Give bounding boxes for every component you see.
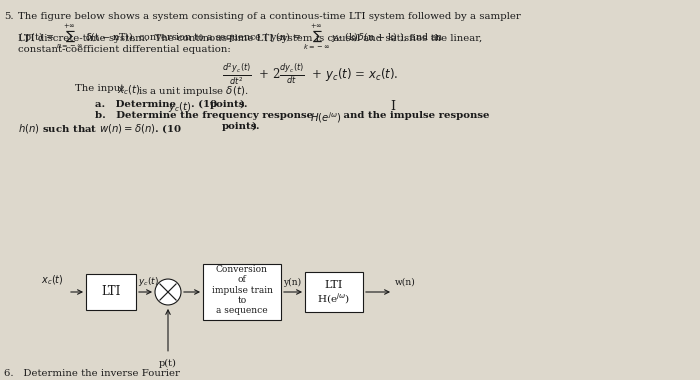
Text: LTI: LTI [102,285,120,299]
Text: of: of [237,275,246,284]
Bar [305,272,363,312]
Text: 5.: 5. [4,12,13,21]
Text: impulse train: impulse train [211,285,272,294]
Text: points: points [210,100,246,109]
Text: The input: The input [75,84,127,93]
Text: b.   Determine the frequency response: b. Determine the frequency response [95,111,316,120]
Text: ( p(t) = $\sum_{n=-\infty}^{+\infty}$ $\delta$(t $-$ nT)), conversion to a seque: ( p(t) = $\sum_{n=-\infty}^{+\infty}$ $\… [18,23,444,53]
Text: $h(n)$ such that $w(n) = \delta(n)$. (10: $h(n)$ such that $w(n) = \delta(n)$. (10 [18,122,183,135]
Text: points: points [222,122,258,131]
Text: The figure below shows a system consisting of a continous-time LTI system follow: The figure below shows a system consisti… [18,12,521,21]
Text: $y_c(t)$: $y_c(t)$ [168,100,191,114]
Text: I: I [390,100,395,112]
Text: w(n): w(n) [395,278,416,287]
Bar [86,274,136,310]
Text: $\frac{d^2y_c(t)}{dt^2}$  + 2$\frac{dy_c(t)}{dt}$  + $y_c(t)$ = $x_c(t)$.: $\frac{d^2y_c(t)}{dt^2}$ + 2$\frac{dy_c(… [222,62,398,87]
Text: $x_c(t)$: $x_c(t)$ [41,273,64,287]
Text: $x_c(t)$: $x_c(t)$ [117,84,141,97]
Text: 6.   Determine the inverse Fourier: 6. Determine the inverse Fourier [4,369,180,378]
Text: y(n): y(n) [283,278,301,287]
Text: $H(e^{j\omega})$: $H(e^{j\omega})$ [310,111,342,125]
Text: p(t): p(t) [159,359,177,368]
Text: ).: ). [239,100,248,109]
Text: LTI: LTI [325,280,343,290]
Text: a sequence: a sequence [216,306,268,315]
Text: a.   Determine: a. Determine [95,100,179,109]
Text: to: to [237,296,246,305]
Text: . (10: . (10 [191,100,220,109]
Text: constant-coefficient differential equation:: constant-coefficient differential equati… [18,45,231,54]
Circle shape [155,279,181,305]
Text: H(e$^{j\omega}$): H(e$^{j\omega}$) [318,291,351,306]
Text: ).: ). [251,122,260,131]
Text: LTI discrete-time system.  The continous-time LTI system is causal and satisfies: LTI discrete-time system. The continous-… [18,34,482,43]
Text: and the impulse response: and the impulse response [340,111,489,120]
Text: is a unit impulse $\delta(t)$.: is a unit impulse $\delta(t)$. [138,84,248,98]
Bar [203,264,281,320]
Text: $y_c(t)$: $y_c(t)$ [138,275,159,288]
Text: Conversion: Conversion [216,264,268,274]
